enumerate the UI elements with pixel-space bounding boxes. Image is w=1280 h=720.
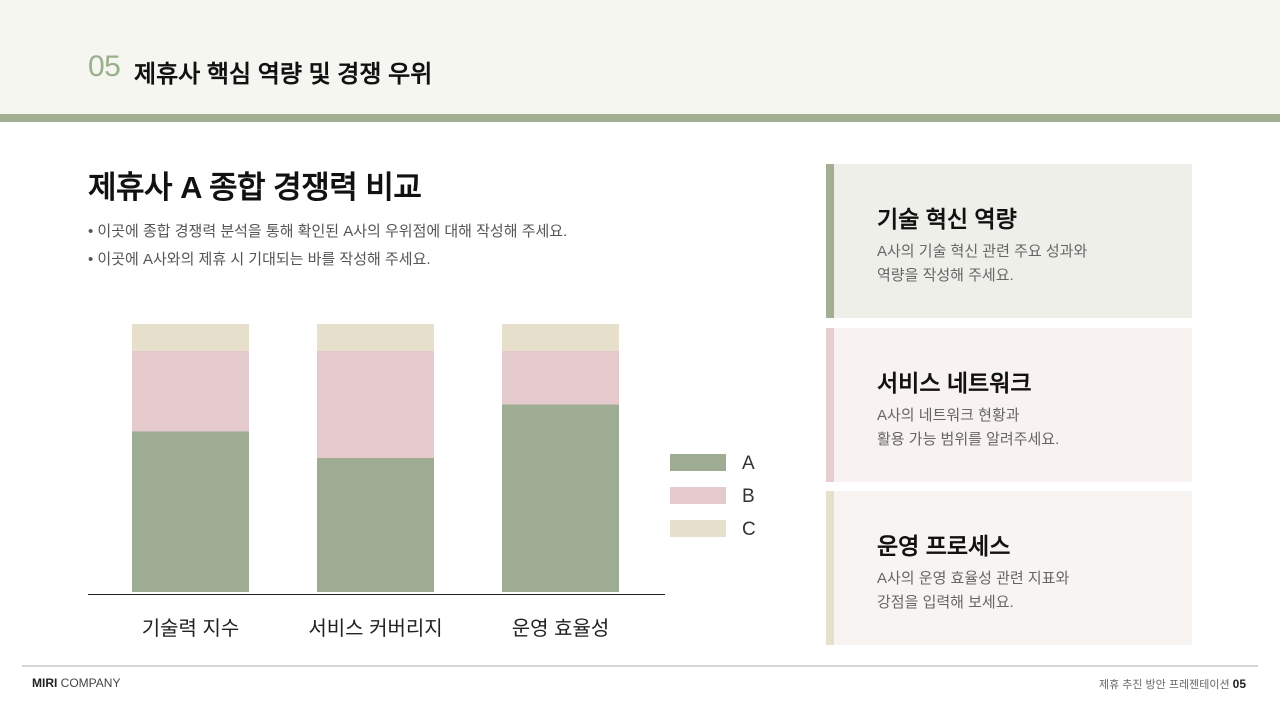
card-body: A사의 기술 혁신 관련 주요 성과와 역량을 작성해 주세요. [877,240,1177,288]
bar-segment-C-1 [132,324,249,351]
card-stripe [826,491,834,645]
stacked-bar-chart: 기술력 지수 서비스 커버리지 운영 효율성 ABC [88,324,756,640]
bar-segment-A-2 [317,458,434,592]
legend-label-A: A [742,453,755,474]
x-tick-label: 운영 효율성 [512,617,610,640]
header: 05 제휴사 핵심 역량 및 경쟁 우위 [0,0,1280,114]
card-title: 운영 프로세스 [877,533,1011,559]
brand-rest: COMPANY [57,676,121,690]
page-number: 05 [1232,677,1246,691]
bar-segment-B-2 [317,350,434,458]
footer-doc-title: 제휴 추진 방안 프레젠테이션 [1098,679,1230,691]
bar-segment-A-3 [502,404,619,592]
card-operations-process: 운영 프로세스 A사의 운영 효율성 관련 지표와 강점을 입력해 보세요. [826,491,1192,645]
footer-divider [22,665,1258,667]
page-title: 제휴사 A 종합 경쟁력 비교 [88,170,422,205]
card-body-line: A사의 운영 효율성 관련 지표와 [877,570,1070,587]
card-body-line: 강점을 입력해 보세요. [877,594,1014,611]
section-number: 05 [88,50,121,83]
card-stripe [826,164,834,318]
card-body-line: A사의 네트워크 현황과 [877,407,1020,424]
bar-segment-B-1 [132,350,249,432]
card-stripe [826,328,834,482]
brand-bold: MIRI [32,676,58,690]
card-body-line: 역량을 작성해 주세요. [877,267,1014,284]
header-divider [0,114,1280,122]
legend-swatch-A [670,454,726,471]
x-tick-label: 기술력 지수 [142,617,240,640]
card-body-line: A사의 기술 혁신 관련 주요 성과와 [877,243,1088,260]
bar-segment-C-2 [317,324,434,351]
footer-doc-info: 제휴 추진 방안 프레젠테이션 05 [1099,676,1246,692]
bullet-list: • 이곳에 종합 경쟁력 분석을 통해 확인된 A사의 우위점에 대해 작성해 … [88,218,728,274]
bar-segment-A-1 [132,431,249,592]
card-service-network: 서비스 네트워크 A사의 네트워크 현황과 활용 가능 범위를 알려주세요. [826,328,1192,482]
card-body: A사의 운영 효율성 관련 지표와 강점을 입력해 보세요. [877,567,1177,615]
x-tick-label: 서비스 커버리지 [308,617,442,640]
section-title: 제휴사 핵심 역량 및 경쟁 우위 [134,61,433,88]
legend-swatch-B [670,487,726,504]
bar-segment-C-3 [502,324,619,351]
card-body-line: 활용 가능 범위를 알려주세요. [877,431,1060,448]
card-title: 기술 혁신 역량 [877,206,1017,232]
bullet-item: • 이곳에 A사와의 제휴 시 기대되는 바를 작성해 주세요. [88,251,431,268]
card-tech-innovation: 기술 혁신 역량 A사의 기술 혁신 관련 주요 성과와 역량을 작성해 주세요… [826,164,1192,318]
legend-label-B: B [742,486,755,507]
bar-segment-B-3 [502,350,619,405]
bullet-item: • 이곳에 종합 경쟁력 분석을 통해 확인된 A사의 우위점에 대해 작성해 … [88,223,568,240]
footer-brand: MIRI COMPANY [32,676,120,690]
legend-label-C: C [742,519,756,540]
card-title: 서비스 네트워크 [877,370,1032,396]
legend-swatch-C [670,520,726,537]
card-body: A사의 네트워크 현황과 활용 가능 범위를 알려주세요. [877,404,1177,452]
